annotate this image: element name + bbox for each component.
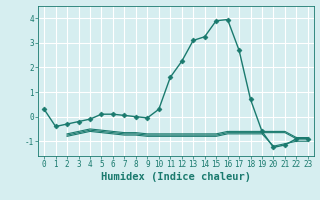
X-axis label: Humidex (Indice chaleur): Humidex (Indice chaleur): [101, 172, 251, 182]
